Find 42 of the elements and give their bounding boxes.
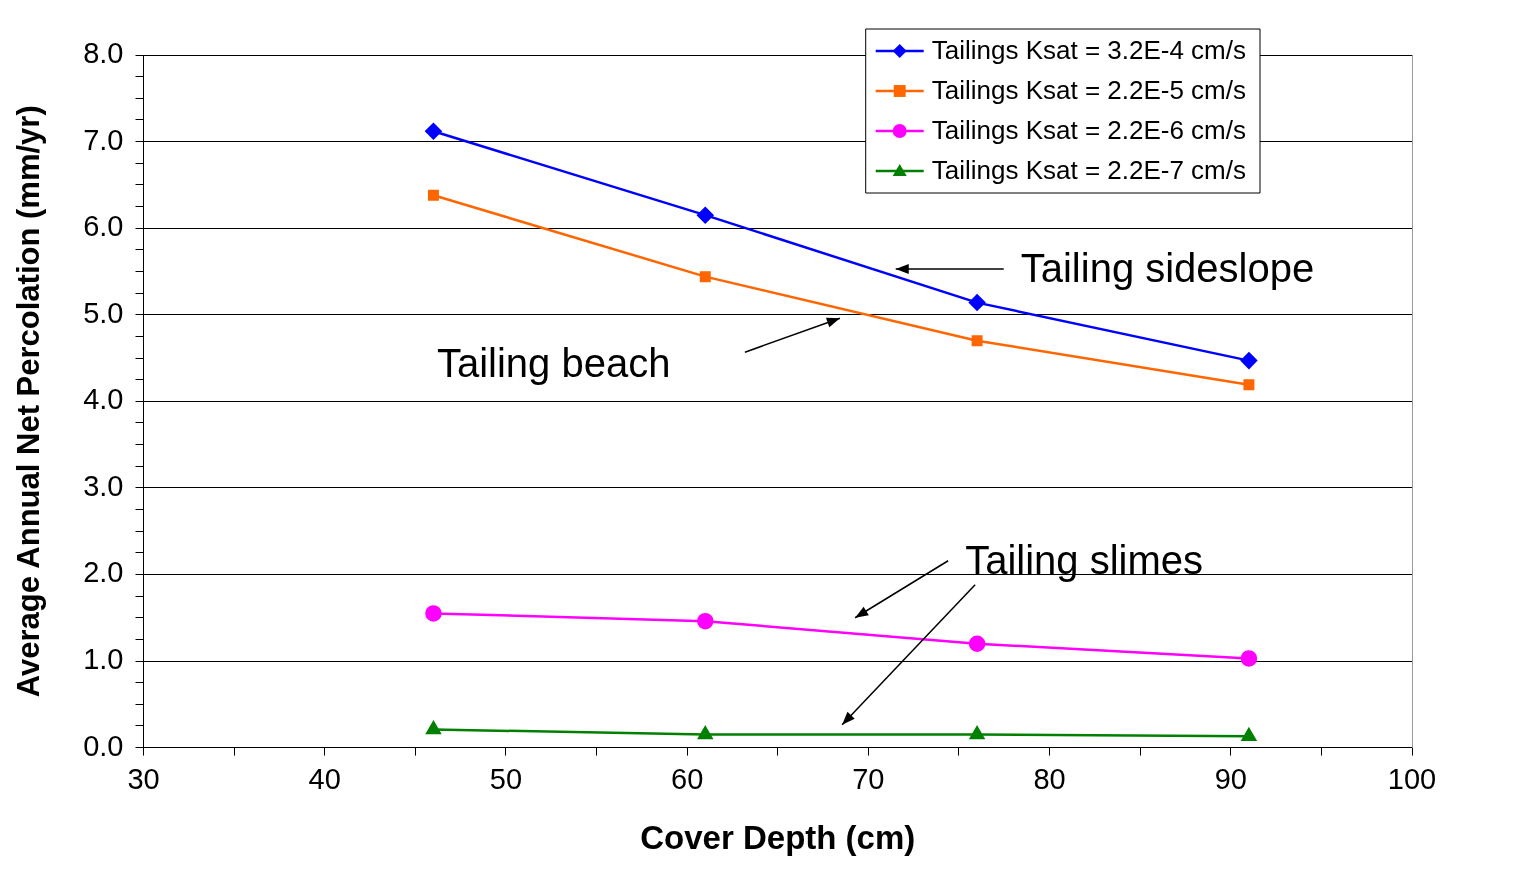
- y-tick-label: 0.0: [83, 729, 124, 762]
- point: [697, 612, 714, 630]
- y-tick-label: 3.0: [83, 469, 124, 502]
- point: [971, 335, 983, 347]
- legend-label: Tailings Ksat = 2.2E-5 cm/s: [931, 75, 1247, 106]
- annotation: Tailing slimes: [965, 537, 1203, 582]
- annotation: Tailing beach: [436, 341, 671, 386]
- point: [697, 206, 714, 224]
- legend-label: Tailings Ksat = 3.2E-4 cm/s: [931, 35, 1247, 66]
- point: [969, 726, 985, 740]
- x-tick-label: 80: [1033, 763, 1066, 795]
- x-tick-label: 100: [1387, 763, 1437, 795]
- point: [968, 294, 986, 311]
- point: [1240, 352, 1258, 369]
- point: [426, 721, 441, 735]
- point: [699, 271, 711, 283]
- legend-label: Tailings Ksat = 2.2E-6 cm/s: [931, 115, 1247, 146]
- point: [427, 189, 439, 201]
- point: [968, 635, 986, 652]
- point: [1241, 728, 1257, 742]
- y-tick-label: 6.0: [83, 210, 124, 243]
- y-axis-title: Average Annual Net Percolation (mm/yr): [11, 105, 47, 698]
- x-tick-label: 40: [308, 763, 341, 795]
- x-tick-label: 50: [489, 763, 523, 795]
- x-tick-label: 70: [852, 763, 885, 795]
- y-tick-label: 1.0: [83, 643, 124, 676]
- annotation: Tailing sideslope: [1020, 246, 1315, 291]
- point: [1243, 379, 1255, 391]
- point: [697, 726, 713, 740]
- x-axis-title: Cover Depth (cm): [640, 819, 916, 857]
- x-tick-label: 30: [127, 763, 160, 795]
- point: [1240, 650, 1258, 667]
- legend-label: Tailings Ksat = 2.2E-7 cm/s: [931, 155, 1247, 186]
- x-tick-label: 90: [1214, 763, 1247, 795]
- point: [425, 605, 442, 622]
- y-tick-label: 4.0: [83, 383, 124, 416]
- y-tick-label: 8.0: [83, 37, 124, 69]
- y-tick-label: 5.0: [83, 296, 124, 329]
- y-tick-label: 7.0: [83, 123, 124, 156]
- x-tick-label: 60: [671, 763, 704, 795]
- y-tick-label: 2.0: [83, 556, 124, 589]
- point: [425, 122, 442, 140]
